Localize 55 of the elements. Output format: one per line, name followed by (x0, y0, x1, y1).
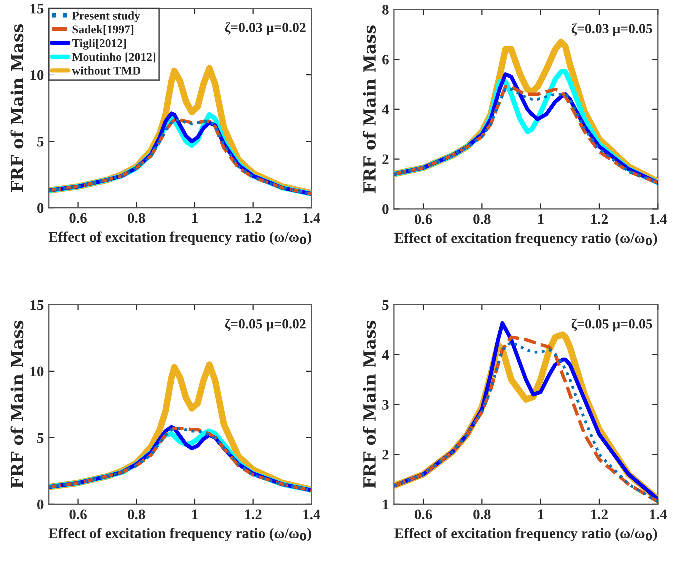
y-tick-label: 10 (30, 366, 44, 377)
x-tick-label: 1.2 (245, 510, 262, 520)
y-tick-label: 2 (382, 154, 389, 164)
y-tick-label: 15 (30, 4, 44, 14)
legend-label: Present study (72, 12, 140, 22)
legend-label: Moutinho [2012] (72, 52, 156, 63)
x-tick-label: 0.6 (414, 214, 432, 224)
y-tick-label: 5 (38, 137, 44, 147)
x-tick-label: 1 (192, 510, 198, 520)
x-tick-label: 1.2 (592, 510, 608, 520)
y-axis-title: FRF of Main Mass (10, 320, 24, 488)
x-tick-label: 1.4 (650, 510, 667, 520)
annotation: ζ=0.03 μ=0.05 (572, 24, 652, 36)
x-tick-label: 1 (538, 510, 544, 520)
y-axis-title: FRF of Main Mass (10, 24, 24, 192)
y-tick-label: 0 (382, 204, 389, 214)
x-tick-label: 1.4 (650, 214, 667, 224)
y-tick-label: 3 (382, 400, 389, 410)
y-tick-label: 5 (38, 433, 44, 444)
x-tick-label: 0.8 (474, 214, 491, 224)
x-axis-title: Effect of excitation frequency ratio (ω/ω$_{0}$) (48, 528, 312, 542)
x-axis-title: Effect of excitation frequency ratio (ω/ω$_{0}$) (394, 528, 658, 542)
x-tick-label: 1.2 (245, 213, 262, 224)
x-tick-label: 0.6 (70, 213, 87, 224)
x-axis-title: Effect of excitation frequency ratio (ω/ω$_{0}$) (48, 232, 312, 246)
y-tick-label: 4 (382, 350, 390, 360)
y-tick-label: 4 (382, 104, 390, 114)
x-tick-label: 0.6 (70, 510, 87, 520)
y-tick-label: 15 (30, 300, 44, 310)
x-tick-label: 0.6 (414, 510, 432, 520)
y-tick-label: 8 (382, 5, 389, 15)
x-tick-label: 1.4 (304, 213, 321, 224)
x-tick-label: 1.4 (304, 510, 321, 520)
y-tick-label: 0 (38, 203, 44, 214)
y-tick-label: 1 (383, 500, 389, 510)
legend-label: Sadek[1997] (72, 25, 134, 36)
annotation: ζ=0.05 μ=0.05 (572, 318, 652, 332)
y-tick-label: 2 (382, 450, 389, 460)
y-tick-label: 10 (30, 70, 44, 80)
x-tick-label: 0.8 (128, 510, 146, 520)
annotation: ζ=0.03 μ=0.02 (225, 22, 306, 36)
legend-label: Tigli[2012] (72, 39, 126, 50)
y-axis-title: FRF of Main Mass (363, 320, 376, 488)
y-axis-title: FRF of Main Mass (363, 26, 376, 194)
y-tick-label: 5 (382, 300, 389, 310)
x-axis-title: Effect of excitation frequency ratio (ω/ω$_{0}$) (394, 232, 658, 246)
x-tick-label: 1 (192, 213, 198, 224)
x-tick-label: 0.8 (474, 510, 491, 520)
y-tick-label: 6 (382, 54, 389, 65)
legend-label: without TMD (72, 66, 141, 75)
x-tick-label: 0.8 (128, 213, 146, 224)
x-tick-label: 1.2 (592, 214, 608, 224)
x-tick-label: 1 (538, 214, 544, 224)
annotation: ζ=0.05 μ=0.02 (225, 318, 306, 332)
y-tick-label: 0 (38, 500, 44, 510)
